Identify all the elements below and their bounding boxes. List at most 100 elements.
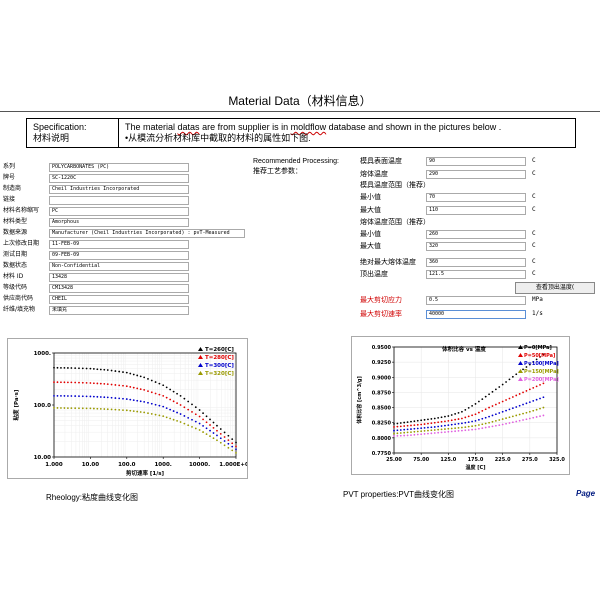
rheology-point (176, 402, 178, 405)
pvt-point (522, 412, 524, 415)
pvt-point (488, 421, 490, 424)
material-field-value[interactable]: 13428 (49, 273, 189, 282)
pvt-point (396, 429, 399, 432)
rheology-chart-frame: 1.00010.00100.01000.10000.1.000E+051000.… (7, 338, 253, 479)
rheology-point (191, 418, 193, 421)
x-tick-label: 1000. (154, 462, 171, 468)
y-tick-label: 1000. (34, 351, 51, 357)
pvt-point (440, 420, 443, 423)
rheology-point (219, 432, 222, 435)
pvt-point (413, 424, 416, 427)
rheology-point (70, 381, 73, 384)
rheology-point (139, 375, 142, 378)
pvt-point (542, 396, 545, 399)
material-field-value[interactable]: SC-1220C (49, 174, 189, 183)
material-field-value[interactable]: POLYCARBONATES (PC) (49, 163, 189, 172)
y-axis-label: 体积比容 [cm^3/g] (356, 376, 363, 424)
pvt-point (396, 425, 399, 428)
material-field-label: 等级代码 (3, 284, 28, 291)
abs-max-melt-temp-field[interactable]: 360 (426, 258, 526, 267)
pvt-point (539, 383, 541, 386)
rheology-point (187, 416, 190, 419)
rheology-point (129, 398, 132, 401)
pvt-point (535, 358, 538, 361)
rheology-point (194, 420, 197, 423)
rheology-point (60, 366, 62, 369)
material-field-value[interactable]: 09-FEB-09 (49, 251, 189, 260)
legend-label: P=200[MPa] (524, 377, 559, 383)
rheology-point (209, 424, 211, 426)
pvt-point (515, 406, 518, 408)
rheology-point (227, 446, 230, 449)
melt-temp-min-label: 最小值 (360, 231, 381, 238)
pvt-point (433, 429, 436, 431)
pvt-point (525, 402, 528, 405)
rheology-point (169, 388, 172, 391)
pvt-point (477, 418, 480, 421)
material-field-label: 供应商代码 (3, 295, 34, 302)
melt-temp-max-field[interactable]: 320 (426, 242, 526, 251)
rheology-point (136, 410, 139, 413)
rheology-point (53, 394, 55, 397)
material-field-value[interactable]: CM13428 (49, 284, 189, 293)
pvt-point (467, 429, 470, 431)
material-field-row: 链接 (3, 195, 245, 205)
material-field-value[interactable]: CHEIL (49, 295, 189, 304)
specification-box: Specification: 材料说明 The material datas a… (26, 118, 576, 148)
rheology-point (60, 395, 62, 397)
rheology-point (223, 431, 226, 434)
melt-temp-field[interactable]: 290 (426, 170, 526, 179)
rheology-point (122, 384, 124, 387)
legend-label: T=300[C] (205, 363, 234, 369)
material-field-label: 测试日期 (3, 251, 28, 258)
max-shear-stress-field[interactable]: 0.5 (426, 296, 526, 305)
pvt-point (403, 425, 406, 427)
view-ejection-temp-button[interactable]: 查看顶出温度( (515, 282, 595, 294)
rheology-point (158, 382, 161, 385)
pvt-point (396, 434, 399, 437)
specification-text-cell: The material datas are from supplier is … (119, 119, 575, 147)
pvt-point (416, 427, 419, 430)
melt-temp-min-field[interactable]: 260 (426, 230, 526, 239)
legend-marker (198, 363, 203, 367)
mold-temp-max-field[interactable]: 110 (426, 206, 526, 215)
mold-surface-temp-field[interactable]: 90 (426, 157, 526, 166)
pvt-point (457, 411, 460, 414)
pvt-point (423, 429, 426, 432)
pvt-point (477, 411, 480, 414)
rheology-point (176, 392, 178, 395)
ejection-temp-field[interactable]: 121.5 (426, 270, 526, 279)
pvt-chart-frame: 25.00 75.00 125.0 175.0 225.0 275.0 325.0 0.950… (351, 336, 570, 475)
material-field-value[interactable]: 未填充 (49, 306, 189, 315)
pvt-point (393, 432, 395, 435)
pvt-point (515, 373, 518, 376)
specification-label-cn: 材料说明 (33, 133, 70, 143)
material-field-value[interactable] (49, 196, 189, 205)
max-shear-rate-field[interactable]: 40000 (426, 310, 526, 319)
material-field-value[interactable]: Cheil Industries Incorporated (49, 185, 189, 194)
rheology-point (147, 412, 149, 415)
rheology-point (53, 381, 55, 384)
pvt-point (484, 416, 487, 419)
rheology-point (89, 407, 92, 410)
material-field-value[interactable]: Amorphous (49, 218, 189, 227)
rheology-point (205, 415, 208, 418)
rheology-point (110, 383, 113, 386)
pvt-point (447, 430, 450, 433)
rheology-point (165, 416, 168, 419)
pvt-point (484, 422, 487, 425)
material-field-value[interactable]: 11-FEB-09 (49, 240, 189, 249)
pvt-point (410, 420, 412, 423)
processing-panel: Recommended Processing: 推荐工艺参数： 模具表面温度 9… (250, 0, 600, 330)
mold-temp-min-field[interactable]: 70 (426, 193, 526, 202)
rheology-point (81, 367, 84, 370)
material-field-row: 牌号 SC-1220C (3, 173, 245, 183)
material-field-value[interactable]: PC (49, 207, 189, 216)
material-field-value[interactable]: Manufacturer (Cheil Industries Incorpora… (49, 229, 245, 238)
pvt-point (457, 429, 460, 432)
rheology-point (158, 414, 161, 417)
material-field-row: 纤维/填充物 未填充 (3, 305, 245, 315)
rheology-point (154, 392, 157, 395)
material-field-value[interactable]: Non-Confidential (49, 262, 189, 271)
rheology-point (194, 406, 197, 409)
